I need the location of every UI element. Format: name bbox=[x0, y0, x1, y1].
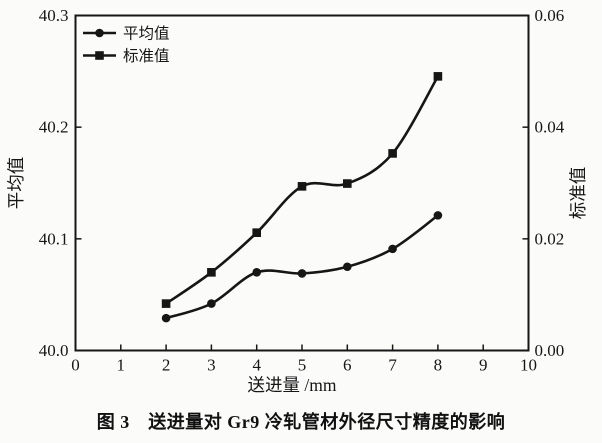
x-tick-label: 6 bbox=[343, 356, 352, 375]
figure-caption: 图 3 送进量对 Gr9 冷轧管材外径尺寸精度的影响 bbox=[96, 412, 506, 432]
x-tick-label: 4 bbox=[252, 356, 261, 375]
x-tick-label: 8 bbox=[434, 356, 443, 375]
series-0-circle-marker bbox=[343, 262, 352, 272]
y-left-tick-label: 40.0 bbox=[39, 341, 69, 360]
series-1-square-marker bbox=[343, 179, 352, 188]
x-tick-label: 7 bbox=[388, 356, 397, 375]
series-1-square-marker bbox=[388, 149, 397, 158]
series-0-circle-marker bbox=[161, 313, 171, 323]
series-1-square-marker bbox=[297, 182, 307, 191]
legend-circle-icon bbox=[95, 28, 104, 38]
y-right-axis-title: 标准值 bbox=[568, 167, 588, 220]
series-1-square-marker bbox=[161, 299, 171, 308]
series-0-circle-marker bbox=[252, 268, 261, 277]
y-left-tick-label: 40.2 bbox=[39, 118, 69, 137]
legend-square-icon bbox=[95, 51, 104, 60]
legend-label: 标准值 bbox=[123, 47, 170, 65]
x-tick-label: 9 bbox=[479, 356, 488, 375]
x-tick-label: 10 bbox=[520, 356, 537, 375]
x-tick-label: 3 bbox=[207, 356, 216, 375]
y-right-tick-label: 0.06 bbox=[535, 6, 565, 25]
y-left-tick-label: 40.1 bbox=[39, 229, 69, 248]
series-0-circle-marker bbox=[388, 244, 397, 254]
series-line-0 bbox=[164, 214, 440, 320]
series-1-square-marker bbox=[433, 72, 443, 81]
y-left-axis-title: 平均值 bbox=[6, 157, 26, 210]
y-right-tick-label: 0.04 bbox=[535, 118, 565, 137]
x-tick-label: 0 bbox=[71, 356, 80, 375]
x-axis-title: 送进量 /mm bbox=[248, 375, 337, 395]
series-1-square-marker bbox=[252, 228, 261, 237]
x-tick-label: 2 bbox=[162, 356, 171, 375]
series-1-square-marker bbox=[207, 268, 216, 277]
x-tick-label: 1 bbox=[117, 356, 126, 375]
chart-svg: 0 1 2 3 4 5 6 7 8 9 10 40.0 40.1 40.2 40.3 0.00 0.02 0.04… bbox=[6, 6, 588, 395]
series-0-circle-marker bbox=[297, 269, 307, 278]
series-0-circle-marker bbox=[433, 211, 443, 220]
y-right-tick-label: 0.00 bbox=[535, 341, 565, 360]
x-tick-label: 5 bbox=[298, 356, 307, 375]
y-right-tick-label: 0.02 bbox=[535, 229, 565, 248]
legend-label: 平均值 bbox=[123, 25, 170, 43]
y-left-tick-label: 40.3 bbox=[39, 6, 69, 25]
series-0-circle-marker bbox=[207, 299, 216, 308]
